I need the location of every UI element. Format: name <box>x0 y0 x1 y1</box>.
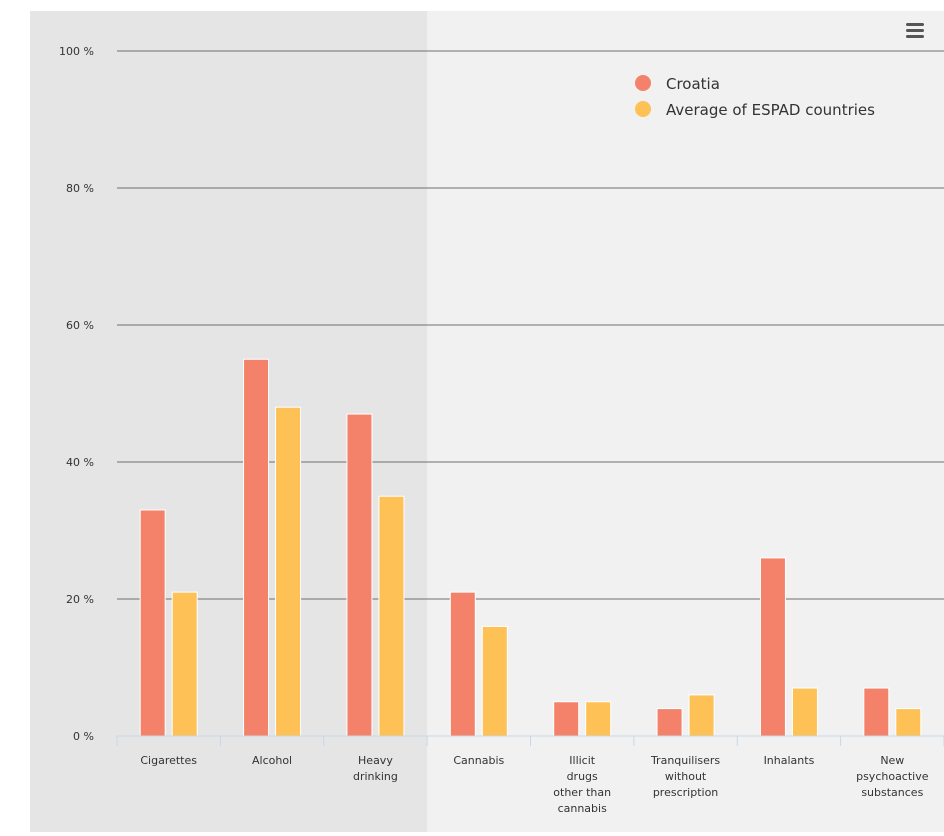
bar-croatia-alcohol[interactable] <box>243 358 270 737</box>
y-tick-label-100: 100 % <box>59 45 94 58</box>
bar-average-of-espad-countries-alcohol[interactable] <box>275 406 302 737</box>
x-tick-label-cannabis: Cannabis <box>453 754 504 767</box>
y-tick-label-40: 40 % <box>66 456 94 469</box>
x-tick-label-illicit-drugs-other-than-cannabis: Illicit drugs other than cannabis <box>553 754 611 815</box>
bar-average-of-espad-countries-inhalants[interactable] <box>791 687 818 737</box>
hamburger-menu-icon[interactable] <box>906 23 924 38</box>
bar-average-of-espad-countries-cigarettes[interactable] <box>171 591 198 737</box>
chart-container: 0 % 20 % 40 % 60 % 80 % 100 % Cigarettes Alcoh… <box>30 11 944 832</box>
legend-item-average-of-espad-countries[interactable]: Average of ESPAD countries <box>635 101 875 119</box>
x-axis: Cigarettes Alcohol Heavy drinking Cannabis Il… <box>116 735 944 815</box>
y-axis-labels: 0 % 20 % 40 % 60 % 80 % 100 % <box>59 45 94 743</box>
legend[interactable]: Croatia Average of ESPAD countries <box>635 75 875 119</box>
x-tick-label-cigarettes: Cigarettes <box>140 754 197 767</box>
bar-average-of-espad-countries-tranquilisers-without-prescription[interactable] <box>688 694 715 737</box>
bars <box>139 358 922 737</box>
x-tick-label-new-psychoactive-substances: New psychoactive substances <box>856 754 929 799</box>
bar-average-of-espad-countries-new-psychoactive-substances[interactable] <box>895 708 922 737</box>
bar-average-of-espad-countries-illicit-drugs-other-than-cannabis[interactable] <box>585 701 612 737</box>
bar-average-of-espad-countries-heavy-drinking[interactable] <box>378 495 405 737</box>
bar-average-of-espad-countries-cannabis[interactable] <box>481 625 508 737</box>
bar-croatia-tranquilisers-without-prescription[interactable] <box>656 708 683 737</box>
legend-marker-croatia <box>635 75 651 91</box>
x-tick-label-heavy-drinking: Heavy drinking <box>353 754 398 783</box>
bar-croatia-cannabis[interactable] <box>449 591 476 737</box>
bar-chart: 0 % 20 % 40 % 60 % 80 % 100 % Cigarettes Alcoh… <box>30 11 944 832</box>
bar-croatia-inhalants[interactable] <box>759 557 786 737</box>
y-tick-label-60: 60 % <box>66 319 94 332</box>
legend-label-average-of-espad-countries: Average of ESPAD countries <box>666 101 875 119</box>
x-tick-label-inhalants: Inhalants <box>764 754 815 767</box>
bar-croatia-illicit-drugs-other-than-cannabis[interactable] <box>553 701 580 737</box>
bar-croatia-heavy-drinking[interactable] <box>346 413 373 737</box>
bar-croatia-new-psychoactive-substances[interactable] <box>863 687 890 737</box>
legend-label-croatia: Croatia <box>666 75 720 93</box>
chart-menu-button[interactable] <box>898 17 928 43</box>
y-tick-label-0: 0 % <box>73 730 94 743</box>
bar-croatia-cigarettes[interactable] <box>139 509 166 737</box>
x-tick-label-tranquilisers-without-prescription: Tranquilisers without prescription <box>650 754 720 799</box>
legend-marker-average-of-espad-countries <box>635 101 651 117</box>
x-tick-label-alcohol: Alcohol <box>252 754 292 767</box>
legend-item-croatia[interactable]: Croatia <box>635 75 720 93</box>
y-tick-label-80: 80 % <box>66 182 94 195</box>
y-tick-label-20: 20 % <box>66 593 94 606</box>
